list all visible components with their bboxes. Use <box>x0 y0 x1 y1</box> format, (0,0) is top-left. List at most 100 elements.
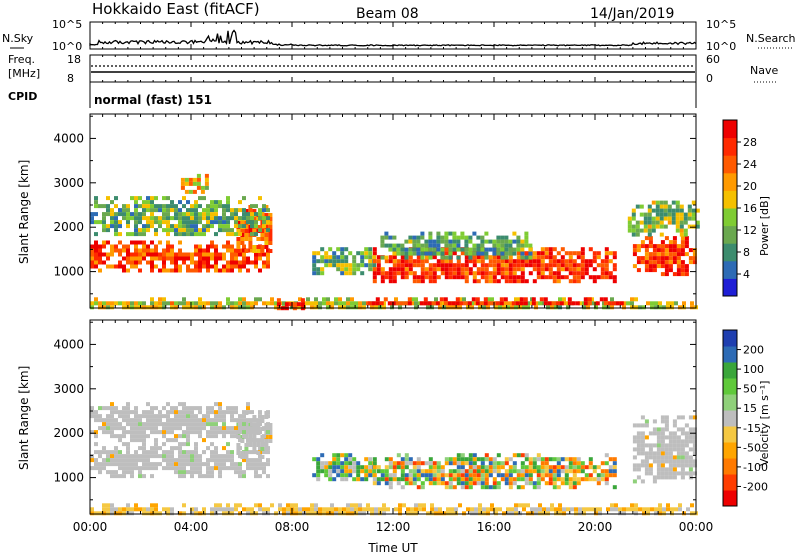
heatmap-cell <box>412 275 417 280</box>
heatmap-cell <box>258 196 262 201</box>
heatmap-cell <box>98 414 102 419</box>
heatmap-cell <box>680 264 685 269</box>
heatmap-cell <box>254 422 258 427</box>
heatmap-cell <box>250 426 254 431</box>
heatmap-cell <box>194 462 198 467</box>
heatmap-cell <box>298 305 302 310</box>
time-tick-label: 04:00 <box>174 520 209 534</box>
heatmap-cell <box>194 224 198 229</box>
heatmap-cell <box>170 454 174 459</box>
heatmap-cell <box>94 256 98 261</box>
heatmap-cell <box>130 507 134 512</box>
heatmap-cell <box>222 434 226 439</box>
heatmap-cell <box>464 271 469 276</box>
heatmap-cell <box>484 453 489 458</box>
heatmap-cell <box>684 439 689 444</box>
heatmap-cell <box>502 301 506 306</box>
heatmap-cell <box>680 455 685 460</box>
heatmap-cell <box>126 422 130 427</box>
heatmap-cell <box>436 267 441 272</box>
heatmap-cell <box>692 447 697 452</box>
heatmap-cell <box>146 208 150 213</box>
heatmap-cell <box>667 208 672 213</box>
heatmap-cell <box>234 503 238 508</box>
heatmap-cell <box>238 297 242 302</box>
heatmap-cell <box>480 469 485 474</box>
heatmap-cell <box>174 414 178 419</box>
heatmap-cell <box>126 232 130 237</box>
heatmap-cell <box>594 511 598 516</box>
heatmap-cell <box>536 481 541 486</box>
heatmap-cell <box>544 481 549 486</box>
heatmap-cell <box>384 477 389 482</box>
heatmap-cell <box>480 473 485 478</box>
heatmap-cell <box>188 181 193 186</box>
heatmap-cell <box>268 217 273 221</box>
heatmap-cell <box>532 267 537 272</box>
heatmap-cell <box>214 248 218 253</box>
heatmap-cell <box>162 248 166 253</box>
heatmap-cell <box>356 473 361 478</box>
heatmap-cell <box>194 220 198 225</box>
heatmap-cell <box>242 470 246 475</box>
heatmap-cell <box>675 220 680 225</box>
heatmap-cell <box>146 204 150 209</box>
heatmap-cell <box>158 301 162 306</box>
heatmap-cell <box>604 477 609 482</box>
heatmap-cell <box>464 263 469 268</box>
heatmap-cell <box>516 235 521 240</box>
heatmap-cell <box>630 297 634 302</box>
heatmap-cell <box>444 231 449 236</box>
heatmap-cell <box>234 208 238 213</box>
heatmap-cell <box>102 511 106 516</box>
heatmap-cell <box>166 426 170 431</box>
heatmap-cell <box>684 443 689 448</box>
heatmap-cell <box>552 473 557 478</box>
heatmap-cell <box>258 430 262 435</box>
heatmap-cell <box>630 305 634 310</box>
heatmap-cell <box>102 204 106 209</box>
heatmap-cell <box>248 443 253 447</box>
heatmap-cell <box>410 301 414 306</box>
heatmap-cell <box>268 233 273 237</box>
heatmap-cell <box>190 462 194 467</box>
heatmap-cell <box>244 237 249 241</box>
heatmap-cell <box>464 481 469 486</box>
heatmap-cell <box>214 208 218 213</box>
heatmap-cell <box>134 426 138 431</box>
heatmap-cell <box>692 451 697 456</box>
heatmap-cell <box>636 447 641 452</box>
heatmap-cell <box>510 305 514 310</box>
heatmap-cell <box>194 422 198 427</box>
heatmap-cell <box>146 414 150 419</box>
heatmap-cell <box>118 507 122 512</box>
heatmap-cell <box>138 268 142 273</box>
heatmap-cell <box>572 481 577 486</box>
heatmap-cell <box>524 477 529 482</box>
heatmap-cell <box>432 473 437 478</box>
heatmap-cell <box>576 457 581 462</box>
heatmap-cell <box>194 414 198 419</box>
heatmap-cell <box>130 301 134 306</box>
nsky-panel: N.Sky 10^5 10^0 10^5 10^0 N.Search <box>2 18 796 53</box>
heatmap-cell <box>186 438 190 443</box>
heatmap-cell <box>150 418 154 423</box>
heatmap-cell <box>254 204 258 209</box>
heatmap-cell <box>242 458 246 463</box>
heatmap-cell <box>316 469 321 474</box>
heatmap-cell <box>250 418 254 423</box>
heatmap-cell <box>632 447 637 452</box>
heatmap-cell <box>198 244 202 249</box>
heatmap-cell <box>336 465 341 470</box>
heatmap-cell <box>186 264 190 269</box>
heatmap-cell <box>170 224 174 229</box>
power-ylabel: Slant Range [km] <box>17 160 31 264</box>
heatmap-cell <box>403 301 408 306</box>
heatmap-cell <box>504 243 509 248</box>
heatmap-cell <box>528 271 533 276</box>
heatmap-cell <box>659 204 664 209</box>
heatmap-cell <box>644 423 649 428</box>
heatmap-cell <box>644 471 649 476</box>
heatmap-cell <box>210 458 214 463</box>
heatmap-cell <box>106 450 110 455</box>
